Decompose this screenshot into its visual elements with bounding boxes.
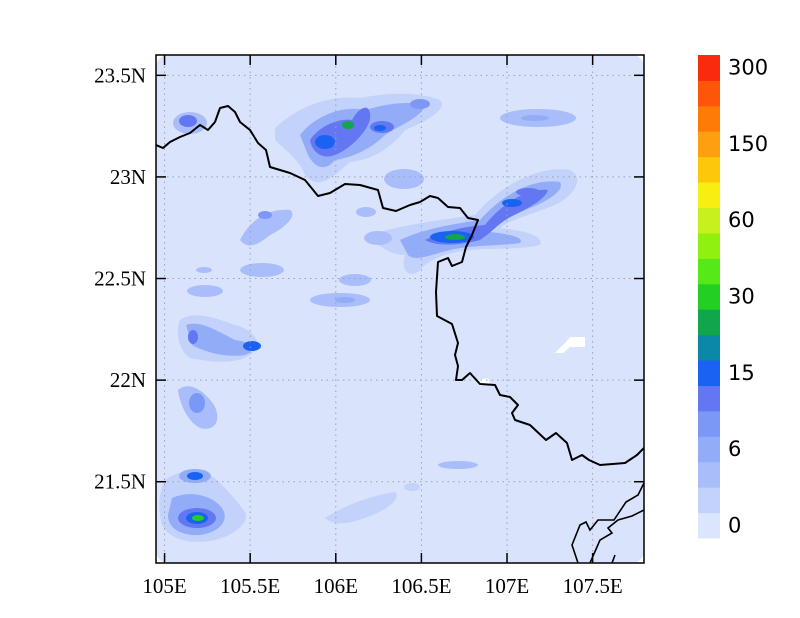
colorbar-swatch	[698, 334, 720, 361]
colorbar-label: 15	[728, 361, 755, 385]
map-plot-area	[156, 55, 644, 563]
contour-southwest-5	[192, 515, 204, 521]
contour-band-6	[502, 199, 522, 207]
contour-north-5	[342, 121, 354, 129]
colorbar-swatch	[698, 105, 720, 132]
x-tick-label: 105E	[142, 574, 186, 598]
contour-southcentral	[325, 492, 397, 524]
missing-data-patch	[555, 337, 585, 353]
colorbar-swatch	[698, 232, 720, 259]
x-tick-label: 106E	[314, 574, 358, 598]
colorbar-label: 6	[728, 437, 741, 461]
colorbar-label: 300	[728, 56, 768, 80]
background-level-fill	[156, 55, 644, 563]
country-border	[156, 105, 644, 466]
colorbar-label: 150	[728, 132, 768, 156]
x-axis: 105E 105.5E 106E 106.5E 107E 107.5E	[142, 55, 623, 598]
colorbar-label: 30	[728, 285, 755, 309]
colorbar-swatch	[698, 487, 720, 514]
contour-west-2	[186, 323, 253, 356]
contour-northwest-core	[179, 115, 197, 127]
colorbar-swatch	[698, 55, 720, 81]
contour-center-small	[384, 169, 424, 189]
contour-mid-7	[356, 207, 376, 217]
contour-219-2	[189, 393, 205, 413]
contour-mid-2	[339, 274, 371, 286]
y-axis: 21.5N 22N 22.5N 23N 23.5N	[94, 63, 644, 494]
contour-west-3	[188, 330, 198, 344]
colorbar-swatch	[698, 436, 720, 463]
colorbar-swatch	[698, 283, 720, 310]
contour-mid-4	[187, 285, 223, 297]
colorbar-swatch	[698, 258, 720, 285]
x-tick-label: 107E	[485, 574, 529, 598]
y-tick-label: 23N	[110, 165, 146, 189]
y-tick-label: 22.5N	[94, 267, 146, 291]
colorbar-label: 60	[728, 208, 755, 232]
contour-north-7	[374, 125, 386, 131]
y-tick-label: 22N	[110, 368, 146, 392]
contour-southcentral-2	[438, 461, 478, 469]
y-tick-label: 23.5N	[94, 63, 146, 87]
contour-north-8	[410, 99, 430, 109]
colorbar-swatch	[698, 207, 720, 234]
map-frame	[155, 54, 645, 564]
contour-band-5	[445, 234, 465, 240]
colorbar-swatch	[698, 182, 720, 209]
colorbar-label: 0	[728, 513, 741, 537]
contour-north-4	[315, 135, 335, 149]
colorbar-swatch	[698, 512, 720, 539]
coastline	[571, 482, 644, 563]
colorbar-swatch	[698, 156, 720, 183]
contour-midleft	[240, 209, 293, 246]
contour-mid-5	[196, 267, 212, 273]
colorbar-swatch	[698, 461, 720, 488]
contour-mid-3b	[335, 297, 355, 303]
colorbar-swatch	[698, 360, 720, 386]
x-tick-label: 105.5E	[220, 574, 280, 598]
contour-southwest-7	[187, 472, 203, 480]
contour-band-7	[516, 188, 540, 196]
colorbar-swatch	[698, 131, 720, 158]
x-tick-label: 106.5E	[391, 574, 451, 598]
contour-ne-small-2	[521, 115, 549, 121]
contour-mid-1	[240, 263, 284, 277]
contour-southcentral-3	[404, 483, 420, 491]
x-tick-label: 107.5E	[563, 574, 623, 598]
colorbar-swatch	[698, 80, 720, 107]
y-tick-label: 21.5N	[94, 470, 146, 494]
contour-mid-6	[364, 231, 392, 245]
colorbar-swatch	[698, 309, 720, 336]
contour-west-4	[243, 341, 261, 351]
graticule	[156, 55, 644, 563]
colorbar: 0 6 15 30 60 150 300	[698, 55, 768, 539]
colorbar-swatch	[698, 410, 720, 437]
contour-midleft-2	[258, 211, 272, 219]
colorbar-swatch	[698, 385, 720, 412]
